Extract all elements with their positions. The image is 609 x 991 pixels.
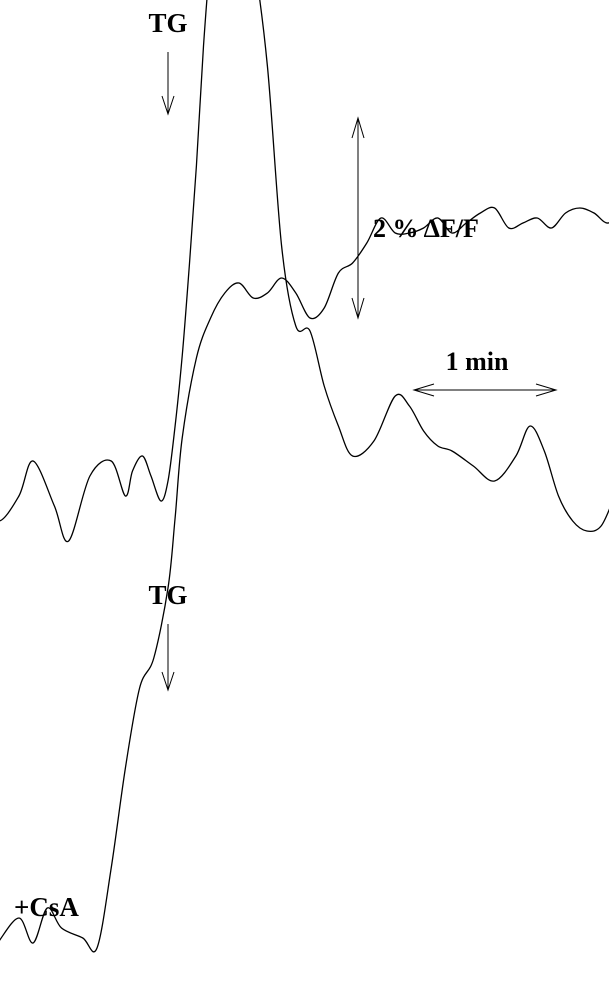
scale-bar-horizontal <box>412 383 558 397</box>
tg-marker-label-control: TG <box>148 8 187 38</box>
scale-bar-vertical-label: 2 % ΔF/F <box>373 214 479 243</box>
panel-control: TG <box>0 0 609 543</box>
scale-bar-vertical <box>351 116 365 320</box>
tg-arrow-cyclosporin-icon <box>161 624 175 692</box>
trace-control <box>0 0 609 543</box>
scale-bar-horizontal-label: 1 min <box>446 347 509 376</box>
tg-arrow-control-icon <box>161 52 175 116</box>
trace-cyclosporin <box>0 206 609 953</box>
panel-cyclosporin: TG +CsA <box>0 206 609 953</box>
condition-label-cyclosporin: +CsA <box>14 892 79 922</box>
